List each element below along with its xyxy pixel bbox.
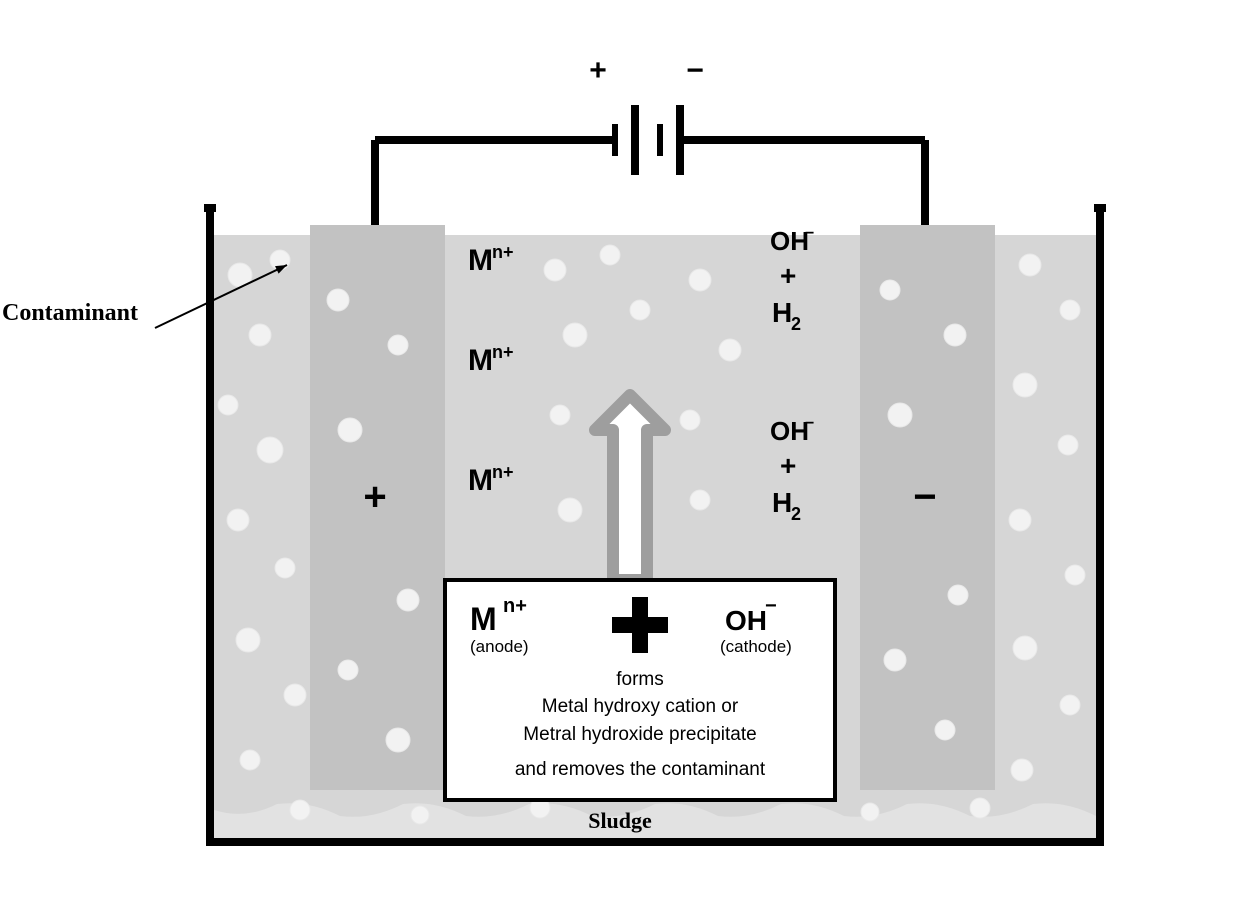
anode-symbol: + — [363, 475, 386, 519]
anode-ion-label: M — [468, 344, 493, 377]
contaminant-bubble — [388, 335, 408, 355]
contaminant-bubble — [600, 245, 620, 265]
box-oh-sup: − — [765, 595, 777, 617]
contaminant-bubble — [1009, 509, 1031, 531]
cathode-oh-label: OH — [770, 226, 809, 256]
anode-ion-sup: n+ — [492, 242, 514, 262]
contaminant-bubble — [888, 403, 912, 427]
contaminant-bubble — [544, 259, 566, 281]
contaminant-bubble — [861, 803, 879, 821]
contaminant-bubble — [880, 280, 900, 300]
contaminant-bubble — [550, 405, 570, 425]
contaminant-bubble — [1065, 565, 1085, 585]
contaminant-bubble — [680, 410, 700, 430]
cathode-h2-label: H — [772, 487, 792, 518]
contaminant-bubble — [948, 585, 968, 605]
contaminant-bubble — [944, 324, 966, 346]
contaminant-bubble — [338, 418, 362, 442]
cathode-h2-sub: 2 — [791, 504, 801, 524]
box-forms: forms — [616, 669, 664, 690]
contaminant-bubble — [386, 728, 410, 752]
contaminant-bubble — [970, 798, 990, 818]
box-m-sub: (anode) — [470, 637, 529, 656]
contaminant-bubble — [290, 800, 310, 820]
anode-ion-label: M — [468, 244, 493, 277]
contaminant-bubble — [275, 558, 295, 578]
contaminant-bubble — [327, 289, 349, 311]
electrocoagulation-diagram: +−+−Mn+Mn+Mn+OH−+H2OH−+H2Mn+(anode)OH−(c… — [0, 0, 1240, 916]
box-oh-sub: (cathode) — [720, 637, 792, 656]
cathode-plus: + — [780, 260, 796, 291]
contaminant-bubble — [397, 589, 419, 611]
contaminant-bubble — [690, 490, 710, 510]
contaminant-bubble — [1019, 254, 1041, 276]
cathode-plus: + — [780, 450, 796, 481]
battery-minus: − — [686, 54, 704, 87]
contaminant-bubble — [240, 750, 260, 770]
contaminant-bubble — [338, 660, 358, 680]
contaminant-bubble — [236, 628, 260, 652]
contaminant-bubble — [630, 300, 650, 320]
contaminant-bubble — [1058, 435, 1078, 455]
box-line2: Metral hydroxide precipitate — [523, 724, 756, 745]
contaminant-bubble — [284, 684, 306, 706]
contaminant-bubble — [249, 324, 271, 346]
contaminant-bubble — [1011, 759, 1033, 781]
contaminant-bubble — [689, 269, 711, 291]
contaminant-bubble — [1013, 373, 1037, 397]
anode-ion-sup: n+ — [492, 342, 514, 362]
contaminant-bubble — [563, 323, 587, 347]
box-line3: and removes the contaminant — [515, 759, 766, 780]
box-line1: Metal hydroxy cation or — [542, 696, 739, 717]
cathode-h2-label: H — [772, 297, 792, 328]
contaminant-label: Contaminant — [2, 300, 138, 326]
cathode-oh-label: OH — [770, 416, 809, 446]
sludge-label: Sludge — [588, 808, 652, 833]
battery-plus: + — [589, 54, 607, 87]
box-m-label: M — [470, 601, 497, 637]
contaminant-bubble — [1060, 695, 1080, 715]
cathode-symbol: − — [913, 475, 936, 519]
contaminant-bubble — [1013, 636, 1037, 660]
contaminant-bubble — [719, 339, 741, 361]
contaminant-bubble — [884, 649, 906, 671]
box-m-sup: n+ — [503, 595, 527, 617]
contaminant-bubble — [558, 498, 582, 522]
contaminant-bubble — [227, 509, 249, 531]
contaminant-bubble — [257, 437, 283, 463]
cathode-oh-sup: − — [805, 225, 814, 242]
contaminant-bubble — [218, 395, 238, 415]
contaminant-bubble — [411, 806, 429, 824]
contaminant-bubble — [935, 720, 955, 740]
cathode-oh-sup: − — [805, 415, 814, 432]
box-oh-label: OH — [725, 605, 767, 636]
anode-ion-label: M — [468, 464, 493, 497]
anode-ion-sup: n+ — [492, 462, 514, 482]
contaminant-bubble — [1060, 300, 1080, 320]
cathode-h2-sub: 2 — [791, 314, 801, 334]
